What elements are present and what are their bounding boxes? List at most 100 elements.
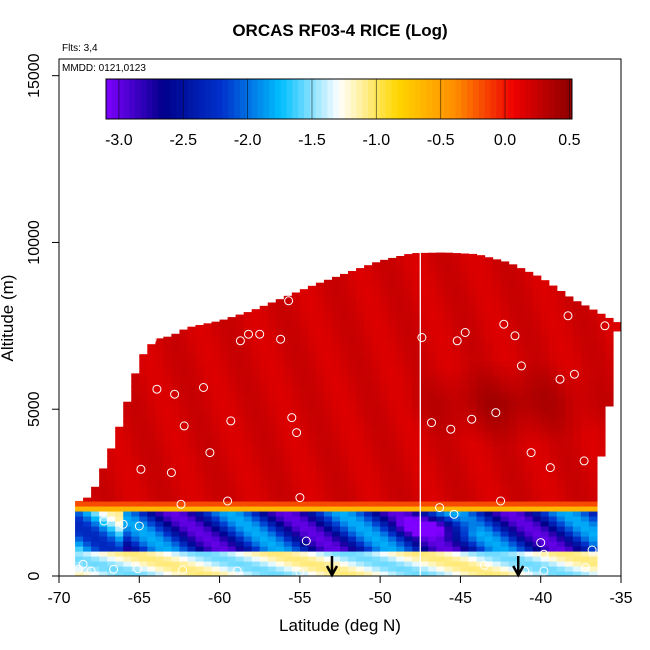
field-cell bbox=[508, 465, 518, 472]
field-cell bbox=[323, 295, 333, 302]
field-cell bbox=[356, 325, 365, 332]
field-cell bbox=[596, 325, 606, 332]
field-cell bbox=[396, 435, 405, 442]
field-cell bbox=[396, 350, 405, 357]
field-cell bbox=[331, 495, 341, 502]
field-cell bbox=[540, 530, 550, 537]
field-cell bbox=[388, 485, 397, 492]
field-cell bbox=[259, 555, 269, 562]
field-cell bbox=[444, 465, 453, 472]
field-cell bbox=[219, 435, 229, 442]
field-cell bbox=[235, 485, 245, 492]
field-cell bbox=[227, 320, 237, 327]
field-cell bbox=[187, 520, 197, 527]
field-cell bbox=[404, 345, 413, 352]
field-cell bbox=[163, 505, 172, 512]
field-cell bbox=[468, 285, 478, 292]
colorbar-swatch bbox=[193, 79, 200, 119]
field-cell bbox=[331, 330, 341, 337]
field-cell bbox=[235, 565, 245, 572]
field-cell bbox=[291, 460, 301, 467]
field-cell bbox=[596, 425, 606, 432]
field-cell bbox=[396, 260, 405, 267]
field-cell bbox=[564, 415, 574, 422]
field-cell bbox=[388, 295, 397, 302]
field-cell bbox=[171, 360, 181, 367]
field-cell bbox=[195, 340, 205, 347]
field-cell bbox=[356, 335, 365, 342]
field-cell bbox=[243, 345, 253, 352]
field-cell bbox=[564, 325, 574, 332]
field-cell bbox=[532, 315, 542, 322]
field-cell bbox=[356, 405, 365, 412]
field-cell bbox=[307, 360, 317, 367]
field-cell bbox=[163, 395, 172, 402]
field-cell bbox=[179, 465, 189, 472]
field-cell bbox=[275, 520, 285, 527]
field-cell bbox=[524, 360, 534, 367]
field-cell bbox=[428, 400, 437, 407]
field-cell bbox=[275, 435, 285, 442]
field-cell bbox=[211, 365, 221, 372]
field-cell bbox=[372, 405, 381, 412]
field-cell bbox=[516, 280, 526, 287]
field-cell bbox=[412, 480, 421, 487]
field-cell bbox=[500, 365, 510, 372]
field-cell bbox=[243, 505, 253, 512]
field-cell bbox=[179, 500, 189, 507]
field-cell bbox=[380, 360, 389, 367]
field-cell bbox=[267, 470, 277, 477]
field-cell bbox=[452, 290, 462, 297]
field-cell bbox=[388, 540, 397, 547]
field-cell bbox=[243, 385, 253, 392]
field-cell bbox=[500, 410, 510, 417]
field-cell bbox=[163, 535, 172, 542]
field-cell bbox=[564, 370, 574, 377]
field-cell bbox=[556, 360, 566, 367]
field-cell bbox=[444, 255, 453, 262]
field-cell bbox=[596, 350, 606, 357]
field-cell bbox=[364, 535, 373, 542]
field-cell bbox=[275, 555, 285, 562]
field-cell bbox=[460, 500, 470, 507]
field-cell bbox=[299, 490, 309, 497]
field-cell bbox=[83, 497, 92, 502]
field-cell bbox=[540, 395, 550, 402]
field-cell bbox=[323, 355, 333, 362]
field-cell bbox=[508, 345, 518, 352]
field-cell bbox=[452, 550, 462, 557]
field-cell bbox=[548, 320, 558, 327]
colorbar-swatch bbox=[123, 79, 130, 119]
rice-field bbox=[75, 252, 621, 576]
field-cell bbox=[468, 260, 478, 267]
field-cell bbox=[251, 565, 261, 572]
sample-point bbox=[292, 428, 302, 438]
field-cell bbox=[131, 565, 140, 572]
field-cell bbox=[468, 270, 478, 277]
field-cell bbox=[179, 445, 189, 452]
field-cell bbox=[396, 400, 405, 407]
field-cell bbox=[540, 485, 550, 492]
field-cell bbox=[364, 565, 373, 572]
field-cell bbox=[420, 445, 429, 452]
field-cell bbox=[356, 320, 365, 327]
field-cell bbox=[315, 375, 325, 382]
field-cell bbox=[404, 325, 413, 332]
field-cell bbox=[420, 510, 429, 517]
field-cell bbox=[468, 330, 478, 337]
field-cell bbox=[460, 480, 470, 487]
field-cell bbox=[436, 295, 445, 302]
field-cell bbox=[211, 520, 221, 527]
field-cell bbox=[107, 500, 116, 507]
field-cell bbox=[275, 345, 285, 352]
field-cell bbox=[179, 329, 189, 332]
field-cell bbox=[323, 505, 333, 512]
field-cell bbox=[259, 360, 269, 367]
field-cell bbox=[275, 480, 285, 487]
field-cell bbox=[348, 335, 357, 342]
field-cell bbox=[380, 340, 389, 347]
colorbar-swatch bbox=[239, 79, 247, 119]
field-cell bbox=[179, 495, 189, 502]
field-cell bbox=[227, 510, 237, 517]
field-cell bbox=[275, 405, 285, 412]
